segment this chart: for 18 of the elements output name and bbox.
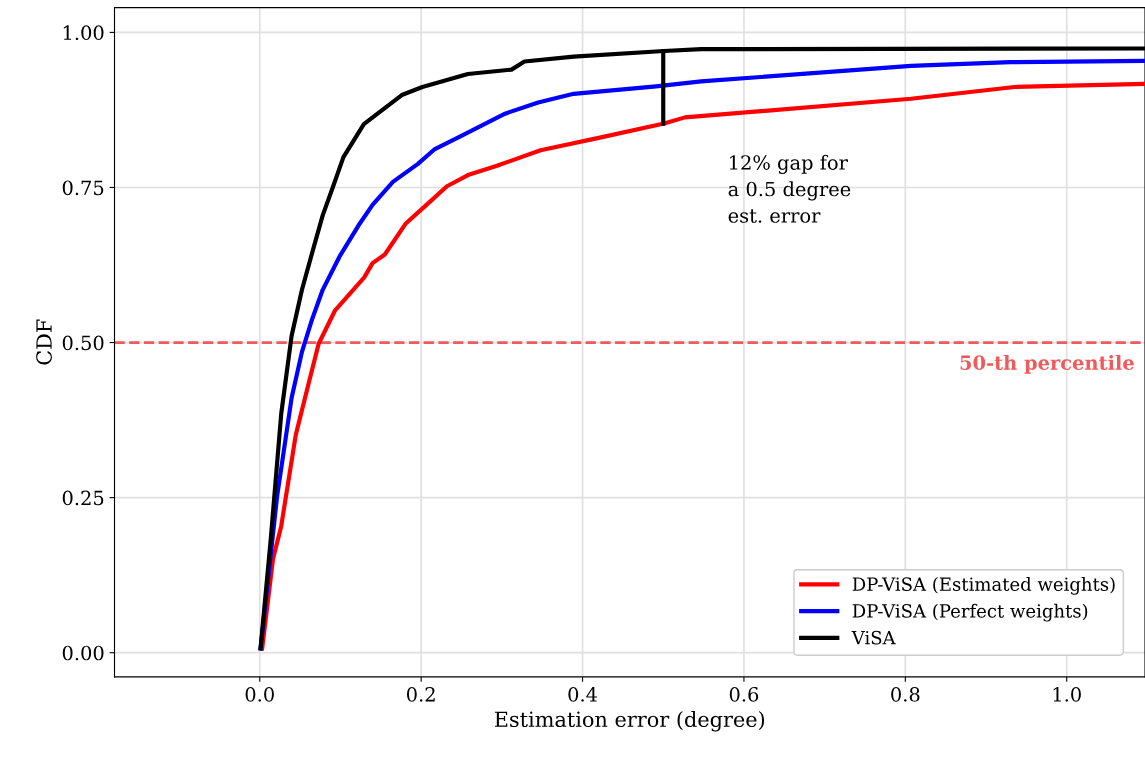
x-tick-label: 0.4 <box>568 686 598 702</box>
annotation: 12% gap for a 0.5 degree est. error <box>728 154 851 223</box>
x-axis-title: Estimation error (degree) <box>494 710 765 732</box>
y-tick-label: 0.00 <box>62 645 104 661</box>
y-axis-title: CDF <box>36 319 52 365</box>
legend-label: DP-ViSA (Estimated weights) <box>852 577 1115 595</box>
ref-line-label: 50-th percentile <box>960 354 1134 374</box>
y-tick-label: 0.50 <box>62 335 104 351</box>
x-tick-label: 0.0 <box>245 686 274 702</box>
x-tick-label: 0.2 <box>406 686 435 702</box>
legend-label: ViSA <box>851 630 896 645</box>
x-tick-label: 1.0 <box>1053 686 1081 702</box>
x-tick-label: 0.8 <box>891 686 920 702</box>
legend-label: DP-ViSA (Perfect weights) <box>852 603 1088 622</box>
y-tick-label: 1.00 <box>63 25 104 41</box>
x-tick-label: 0.6 <box>729 686 759 702</box>
y-tick-label: 0.25 <box>62 490 104 506</box>
y-tick-label: 0.75 <box>62 180 104 196</box>
